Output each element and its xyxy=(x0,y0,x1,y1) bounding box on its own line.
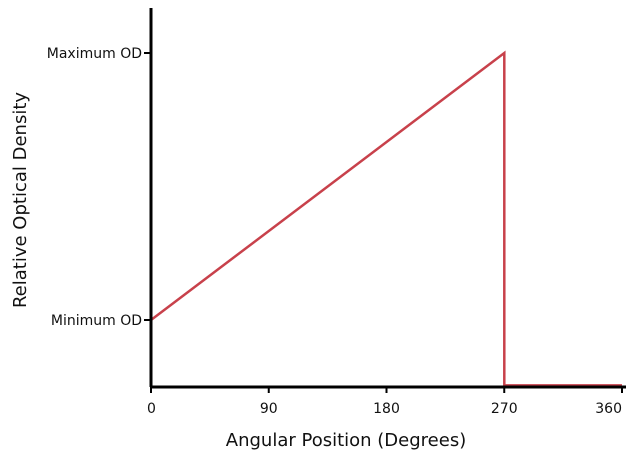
x-tick-label: 270 xyxy=(491,401,518,417)
y-tick-label: Maximum OD xyxy=(47,46,142,62)
y-tick-label: Minimum OD xyxy=(51,313,142,329)
y-axis-label: Relative Optical Density xyxy=(10,92,31,308)
ticks: 0 90 180 270 360 Minimum OD Maximum OD xyxy=(47,46,623,417)
x-tick-label: 90 xyxy=(260,401,278,417)
x-tick-label: 0 xyxy=(147,401,156,417)
series-line-0 xyxy=(150,50,622,387)
x-tick-label: 180 xyxy=(373,401,400,417)
x-axis-label: Angular Position (Degrees) xyxy=(226,430,466,451)
plot-area xyxy=(150,50,622,387)
x-tick-label: 360 xyxy=(595,401,622,417)
